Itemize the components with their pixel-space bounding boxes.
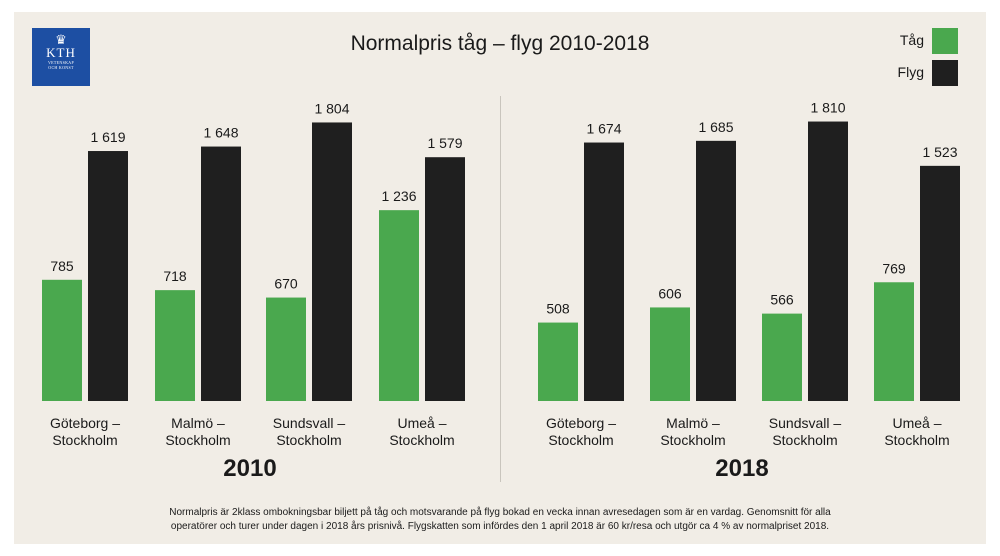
- data-label-2018-flyg-0: 1 674: [586, 121, 621, 137]
- bar-2010-flyg-3: [425, 157, 465, 401]
- category-label-2010-1-1: Stockholm: [165, 432, 230, 448]
- data-label-2018-tag-0: 508: [546, 301, 570, 317]
- data-label-2010-flyg-2: 1 804: [314, 100, 349, 116]
- data-label-2018-flyg-3: 1 523: [922, 144, 957, 160]
- bar-2018-tag-3: [874, 282, 914, 401]
- bar-2018-flyg-2: [808, 121, 848, 401]
- data-label-2018-tag-3: 769: [882, 260, 906, 276]
- year-label-2010: 2010: [223, 455, 277, 482]
- legend-swatch-tag: [932, 28, 958, 54]
- bar-2018-tag-0: [538, 322, 578, 401]
- category-label-2010-0-0: Göteborg –: [50, 415, 120, 431]
- bar-2010-tag-2: [266, 297, 306, 401]
- category-label-2018-2-1: Stockholm: [772, 432, 837, 448]
- crown-icon: ♛: [55, 32, 67, 47]
- bar-2018-flyg-1: [696, 140, 736, 401]
- data-label-2010-tag-3: 1 236: [381, 188, 416, 204]
- category-label-2018-0-1: Stockholm: [548, 432, 613, 448]
- data-label-2010-flyg-0: 1 619: [90, 129, 125, 145]
- logo-motto-line1: VETENSKAP: [47, 60, 75, 65]
- data-label-2018-tag-1: 606: [658, 285, 682, 301]
- category-label-2018-1-0: Malmö –: [666, 415, 720, 431]
- category-label-2010-3-1: Stockholm: [389, 432, 454, 448]
- data-label-2010-tag-1: 718: [163, 268, 187, 284]
- bar-2010-flyg-0: [88, 151, 128, 401]
- legend-label-flyg: Flyg: [897, 64, 924, 80]
- legend-label-tag: Tåg: [899, 32, 924, 48]
- year-label-2018: 2018: [715, 455, 769, 482]
- bar-2010-flyg-1: [201, 146, 241, 401]
- data-label-2010-flyg-3: 1 579: [427, 135, 462, 151]
- category-label-2018-2-0: Sundsvall –: [769, 415, 842, 431]
- panel-divider: [500, 96, 501, 482]
- bar-2010-tag-3: [379, 210, 419, 401]
- bar-2010-tag-0: [42, 279, 82, 401]
- category-label-2010-0-1: Stockholm: [52, 432, 117, 448]
- category-label-2018-3-1: Stockholm: [884, 432, 949, 448]
- chart-title: Normalpris tåg – flyg 2010-2018: [350, 32, 650, 55]
- data-label-2010-flyg-1: 1 648: [203, 125, 238, 141]
- bar-2010-tag-1: [155, 290, 195, 401]
- category-label-2010-2-0: Sundsvall –: [273, 415, 346, 431]
- kth-logo: ♛ KTH VETENSKAP OCH KONST: [32, 28, 90, 86]
- bar-2010-flyg-2: [312, 122, 352, 401]
- bar-2018-flyg-3: [920, 165, 960, 401]
- bar-2018-flyg-0: [584, 142, 624, 401]
- data-label-2018-flyg-2: 1 810: [810, 100, 845, 116]
- footnote-line2: operatörer och turer under dagen i 2018 …: [170, 521, 830, 532]
- logo-motto-line2: OCH KONST: [48, 65, 74, 70]
- footnote: Normalpris är 2klass ombokningsbar bilje…: [80, 506, 920, 534]
- data-label-2010-tag-2: 670: [274, 276, 298, 292]
- category-label-2018-1-1: Stockholm: [660, 432, 725, 448]
- bar-2018-tag-2: [762, 313, 802, 401]
- footnote-line1: Normalpris är 2klass ombokningsbar bilje…: [169, 507, 831, 518]
- category-label-2010-3-0: Umeå –: [397, 415, 446, 431]
- category-label-2010-2-1: Stockholm: [276, 432, 341, 448]
- data-label-2010-tag-0: 785: [50, 258, 74, 274]
- logo-wordmark: KTH: [46, 45, 76, 60]
- category-label-2018-3-0: Umeå –: [892, 415, 941, 431]
- category-label-2018-0-0: Göteborg –: [546, 415, 616, 431]
- data-label-2018-tag-2: 566: [770, 292, 794, 308]
- data-label-2018-flyg-1: 1 685: [698, 119, 733, 135]
- legend-swatch-flyg: [932, 60, 958, 86]
- category-label-2010-1-0: Malmö –: [171, 415, 225, 431]
- bar-2018-tag-1: [650, 307, 690, 401]
